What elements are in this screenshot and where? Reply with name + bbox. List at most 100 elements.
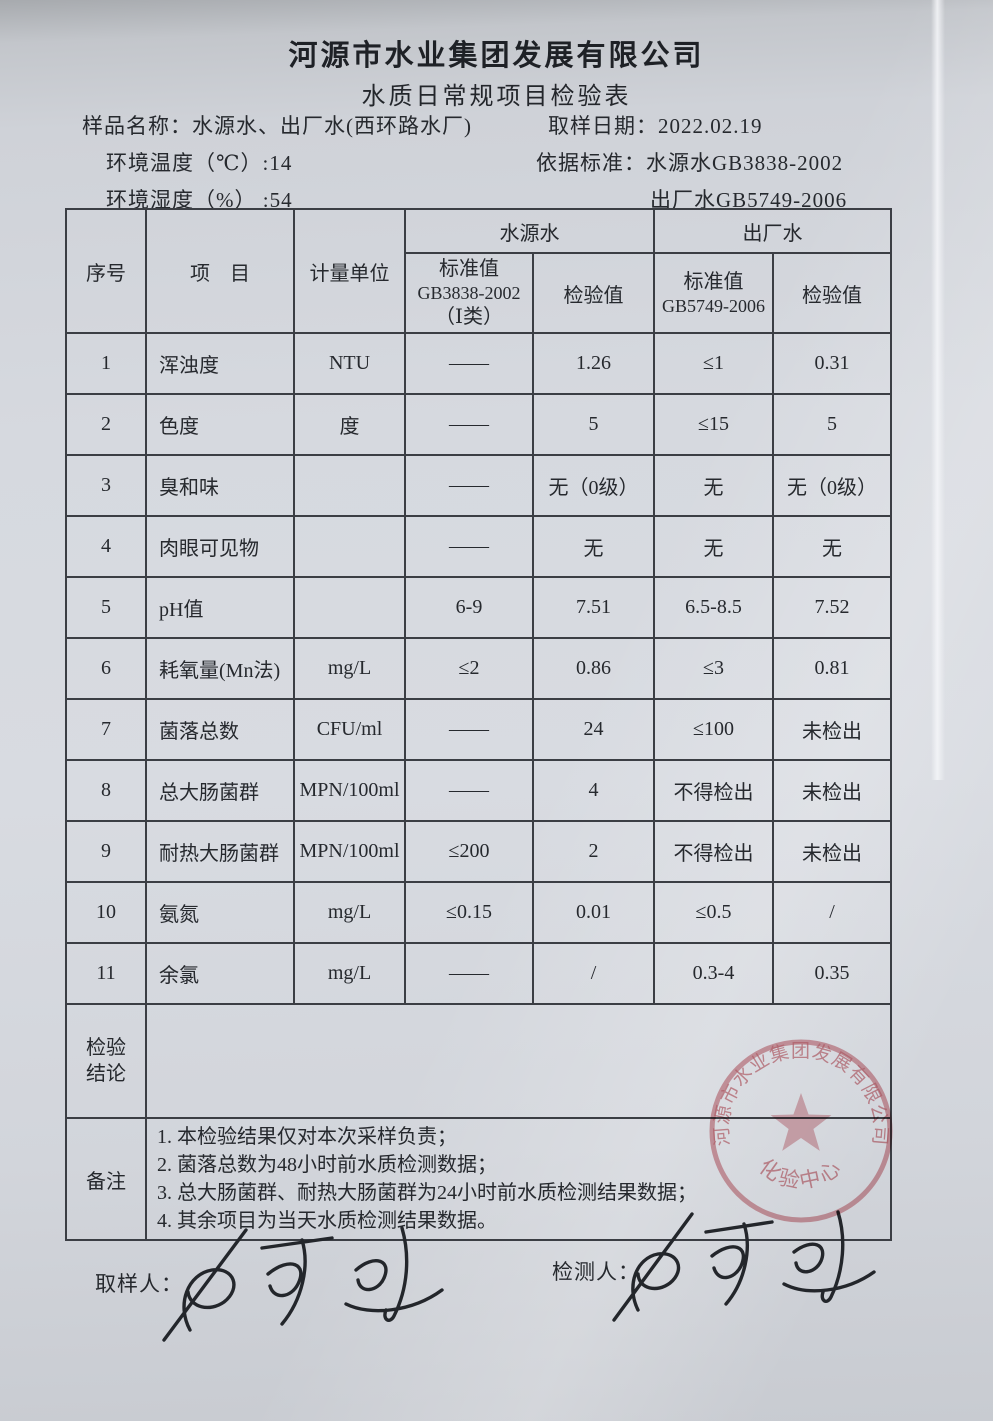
cell-source-value: /: [532, 942, 655, 1005]
table-row: 2 色度 度 —— 5 ≤15 5: [65, 393, 892, 456]
cell-factory-value: 5: [772, 393, 892, 456]
cell-source-value: 5: [532, 393, 655, 456]
company-title: 河源市水业集团发展有限公司: [288, 40, 705, 72]
cell-source-standard: ——: [404, 759, 534, 822]
cell-item-name: 总大肠菌群: [145, 759, 295, 822]
cell-factory-standard: ≤15: [653, 393, 774, 456]
cell-source-standard: ——: [404, 454, 534, 517]
table-row: 4 肉眼可见物 —— 无 无 无: [65, 515, 892, 578]
factory-standard-code: GB5749-2006: [662, 295, 765, 316]
sampler-label: 取样人：: [95, 1272, 183, 1296]
table-row: 6 耗氧量(Mn法) mg/L ≤2 0.86 ≤3 0.81: [65, 637, 892, 700]
remark-line-2: 2. 菌落总数为48小时前水质检测数据；: [157, 1154, 497, 1176]
cell-factory-standard: 0.3-4: [653, 942, 774, 1005]
cell-row-number: 8: [65, 759, 147, 822]
source-standard-code: GB3838-2002: [417, 282, 521, 303]
conclusion-label-line2: 结论: [86, 1063, 126, 1085]
cell-factory-standard: 无: [653, 454, 774, 517]
col-header-factory-standard: 标准值 GB5749-2006: [653, 252, 774, 334]
table-row: 3 臭和味 —— 无（0级） 无 无（0级）: [65, 454, 892, 517]
source-standard-class: （Ⅰ类）: [435, 306, 503, 329]
cell-unit: [293, 515, 406, 578]
cell-source-standard: 6-9: [404, 576, 534, 639]
cell-item-name: 氨氮: [145, 881, 295, 944]
col-group-factory-water: 出厂水: [653, 208, 892, 254]
cell-factory-value: 未检出: [772, 820, 892, 883]
cell-source-standard: ≤0.15: [404, 881, 534, 944]
table-row: 11 余氯 mg/L —— / 0.3-4 0.35: [65, 942, 892, 1005]
remarks-label-cell: 备注: [65, 1117, 147, 1241]
cell-source-standard: ——: [404, 515, 534, 578]
cell-factory-standard: 6.5-8.5: [653, 576, 774, 639]
table-row: 8 总大肠菌群 MPN/100ml —— 4 不得检出 未检出: [65, 759, 892, 822]
cell-row-number: 1: [65, 332, 147, 395]
cell-factory-value: 无（0级）: [772, 454, 892, 517]
cell-factory-standard: ≤100: [653, 698, 774, 761]
cell-factory-value: 未检出: [772, 698, 892, 761]
cell-row-number: 7: [65, 698, 147, 761]
cell-item-name: 耐热大肠菌群: [145, 820, 295, 883]
col-header-no: 序号: [65, 208, 147, 334]
cell-row-number: 2: [65, 393, 147, 456]
cell-row-number: 3: [65, 454, 147, 517]
cell-factory-value: 0.81: [772, 637, 892, 700]
cell-unit: NTU: [293, 332, 406, 395]
col-group-source-water: 水源水: [404, 208, 655, 254]
factory-standard-label: 标准值: [683, 270, 744, 293]
cell-unit: mg/L: [293, 637, 406, 700]
remark-line-1: 1. 本检验结果仅对本次采样负责；: [157, 1126, 457, 1148]
remark-line-4: 4. 其余项目为当天水质检测结果数据。: [157, 1210, 497, 1232]
tester-label: 检测人：: [552, 1260, 640, 1284]
conclusion-value-cell: [145, 1003, 892, 1119]
col-header-source-standard: 标准值 GB3838-2002 （Ⅰ类）: [404, 252, 534, 334]
cell-factory-standard: 不得检出: [653, 759, 774, 822]
cell-factory-value: 0.35: [772, 942, 892, 1005]
cell-source-standard: ≤200: [404, 820, 534, 883]
cell-source-value: 0.01: [532, 881, 655, 944]
cell-row-number: 11: [65, 942, 147, 1005]
cell-item-name: 耗氧量(Mn法): [145, 637, 295, 700]
cell-item-name: 余氯: [145, 942, 295, 1005]
col-header-factory-value: 检验值: [772, 252, 892, 334]
cell-source-value: 4: [532, 759, 655, 822]
form-title: 水质日常规项目检验表: [361, 84, 632, 110]
cell-unit: CFU/ml: [293, 698, 406, 761]
cell-unit: 度: [293, 393, 406, 456]
cell-unit: [293, 454, 406, 517]
cell-source-standard: ——: [404, 332, 534, 395]
sampling-date-line: 取样日期：2022.02.19: [548, 114, 763, 138]
env-humidity-line: 环境湿度（%） :54: [106, 188, 293, 212]
cell-source-value: 1.26: [532, 332, 655, 395]
cell-row-number: 4: [65, 515, 147, 578]
cell-row-number: 9: [65, 820, 147, 883]
conclusion-row: 检验 结论: [65, 1003, 892, 1119]
cell-factory-standard: 不得检出: [653, 820, 774, 883]
standard-factory-line: 出厂水GB5749-2006: [650, 188, 848, 212]
table-row: 1 浑浊度 NTU —— 1.26 ≤1 0.31: [65, 332, 892, 395]
cell-source-value: 24: [532, 698, 655, 761]
col-header-item: 项 目: [145, 208, 295, 334]
remarks-content-cell: 1. 本检验结果仅对本次采样负责； 2. 菌落总数为48小时前水质检测数据； 3…: [145, 1117, 892, 1241]
cell-item-name: 臭和味: [145, 454, 295, 517]
cell-source-value: 7.51: [532, 576, 655, 639]
sample-name-line: 样品名称：水源水、出厂水(西环路水厂): [82, 114, 472, 138]
cell-item-name: 浑浊度: [145, 332, 295, 395]
remark-line-3: 3. 总大肠菌群、耐热大肠菌群为24小时前水质检测结果数据；: [157, 1182, 697, 1204]
table-row: 9 耐热大肠菌群 MPN/100ml ≤200 2 不得检出 未检出: [65, 820, 892, 883]
cell-factory-standard: ≤1: [653, 332, 774, 395]
cell-factory-value: 0.31: [772, 332, 892, 395]
header-row-groups: 序号 项 目 计量单位 水源水 出厂水: [65, 208, 892, 334]
cell-factory-standard: 无: [653, 515, 774, 578]
table-body: 1 浑浊度 NTU —— 1.26 ≤1 0.31 2 色度 度 —— 5 ≤1…: [65, 332, 892, 1005]
col-header-unit: 计量单位: [293, 208, 406, 334]
cell-factory-standard: ≤3: [653, 637, 774, 700]
cell-item-name: 菌落总数: [145, 698, 295, 761]
conclusion-label-line1: 检验: [86, 1037, 126, 1059]
cell-source-standard: ——: [404, 942, 534, 1005]
cell-unit: mg/L: [293, 881, 406, 944]
col-header-source-value: 检验值: [532, 252, 655, 334]
cell-unit: MPN/100ml: [293, 759, 406, 822]
cell-source-value: 无: [532, 515, 655, 578]
cell-source-value: 0.86: [532, 637, 655, 700]
